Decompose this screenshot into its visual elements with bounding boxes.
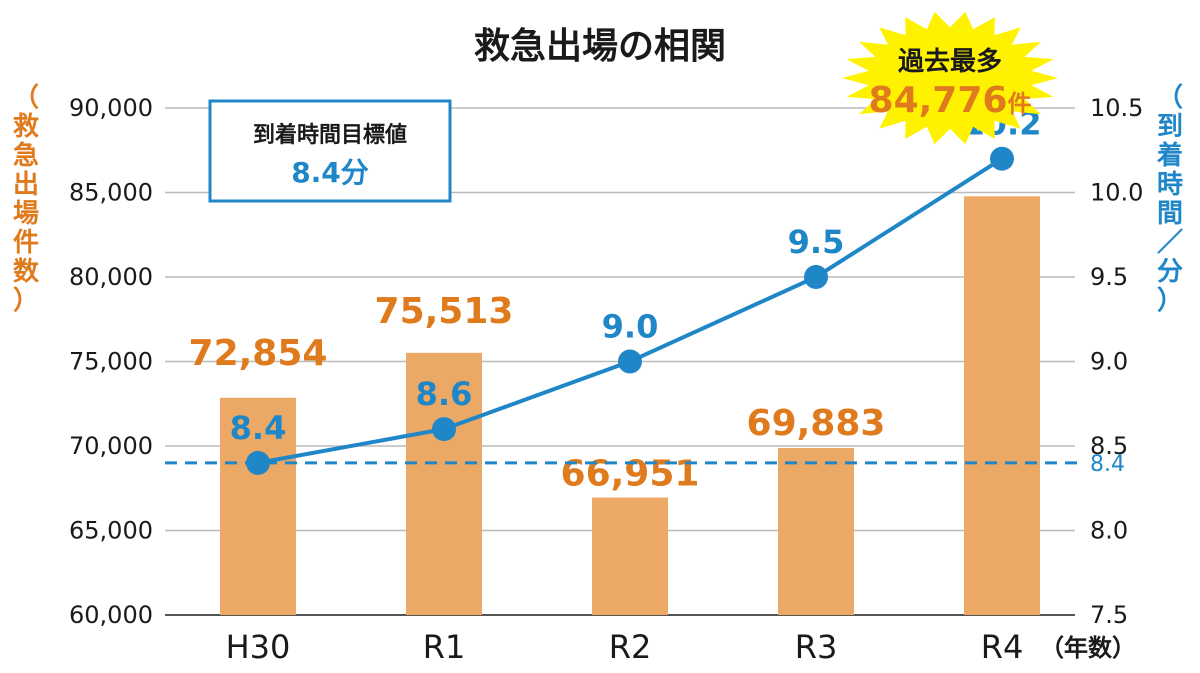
bar-data-label: 69,883	[747, 403, 886, 444]
bar-data-label: 75,513	[375, 291, 514, 332]
y-right-tick-label: 10.0	[1090, 179, 1143, 207]
y-right-title-char: ）	[1157, 286, 1183, 316]
bar-data-label: 72,854	[189, 333, 328, 374]
target-box-line1: 到着時間目標値	[253, 122, 407, 148]
y-left-title-char: 数	[13, 257, 40, 287]
y-right-axis-title: （到着時間／分）	[1156, 83, 1183, 316]
y-right-tick-label: 9.5	[1090, 263, 1128, 291]
target-box: 到着時間目標値 8.4分	[208, 99, 452, 203]
x-tick-label: H30	[226, 628, 291, 666]
line-data-label: 8.4	[230, 409, 287, 447]
y-left-tick-label: 85,000	[69, 179, 153, 207]
y-right-title-char: ／	[1157, 228, 1183, 258]
y-right-tick-label: 8.5	[1090, 432, 1128, 460]
y-left-tick-label: 80,000	[69, 263, 153, 291]
x-ticks: H30 R1 R2 R3 R4 （年数）	[226, 628, 1136, 666]
y-right-title-char: （	[1157, 83, 1183, 113]
line-point	[618, 349, 642, 374]
line-point	[246, 450, 270, 475]
line-point	[432, 417, 456, 442]
bar	[220, 397, 296, 615]
bar	[592, 497, 668, 615]
line-series	[246, 146, 1014, 475]
y-right-tick-label: 9.0	[1090, 348, 1128, 376]
x-tick-label: R4	[981, 628, 1024, 666]
line-data-label: 9.0	[602, 308, 659, 346]
target-box-line2: 8.4分	[291, 156, 369, 189]
line-labels: 8.48.69.09.510.2	[230, 105, 1042, 447]
y-left-tick-label: 75,000	[69, 348, 153, 376]
bar-labels: 72,854 75,513 66,951 69,883	[189, 291, 886, 495]
y-right-title-char: 分	[1157, 257, 1183, 287]
y-left-tick-label: 70,000	[69, 432, 153, 460]
x-tick-label: R2	[609, 628, 652, 666]
y-left-title-char: （	[13, 83, 39, 113]
y-left-title-char: 場	[13, 199, 39, 229]
y-left-tick-label: 60,000	[69, 601, 153, 629]
burst-shape	[842, 11, 1058, 145]
burst-value-number: 84,776	[869, 80, 1008, 121]
target-line-label: 8.4	[1090, 452, 1125, 477]
y-right-tick-label: 10.5	[1090, 94, 1143, 122]
y-left-title-char: 救	[13, 112, 39, 142]
y-right-title-char: 到	[1157, 112, 1183, 142]
x-tick-label: R1	[423, 628, 466, 666]
burst-value: 84,776件	[869, 80, 1032, 121]
line-point	[804, 265, 828, 289]
bar	[406, 352, 482, 615]
burst-value-unit: 件	[1007, 90, 1031, 118]
y-left-title-char: 急	[13, 141, 39, 171]
chart-title: 救急出場の相関	[474, 26, 726, 67]
y-left-title-char: 出	[13, 170, 39, 200]
bar	[964, 196, 1040, 616]
y-right-tick-label: 8.0	[1090, 517, 1128, 545]
line-data-label: 9.5	[788, 223, 845, 261]
x-unit-label: （年数）	[1040, 634, 1136, 662]
y-right-ticks: 7.5 8.0 8.5 9.0 9.5 10.0 10.5	[1090, 94, 1143, 629]
target-line-group: 8.4	[165, 452, 1125, 477]
y-right-title-char: 時	[1157, 170, 1183, 200]
line-point	[990, 146, 1014, 171]
burst-line1: 過去最多	[898, 47, 1002, 77]
y-left-title-char: 件	[13, 228, 39, 258]
target-box-frame	[208, 99, 452, 203]
bar	[778, 447, 854, 615]
y-left-title-char: ）	[13, 286, 39, 316]
bar-data-label: 66,951	[561, 454, 700, 495]
x-tick-label: R3	[795, 628, 838, 666]
y-right-title-char: 間	[1157, 199, 1183, 229]
y-left-tick-label: 90,000	[69, 94, 153, 122]
y-right-title-char: 着	[1156, 140, 1183, 171]
y-left-tick-label: 65,000	[69, 517, 153, 545]
line-data-label: 8.6	[416, 375, 473, 413]
y-left-ticks: 60,000 65,000 70,000 75,000 80,000 85,000 90,0…	[69, 94, 153, 629]
y-right-tick-label: 7.5	[1090, 601, 1128, 629]
bar-series	[220, 196, 1040, 616]
